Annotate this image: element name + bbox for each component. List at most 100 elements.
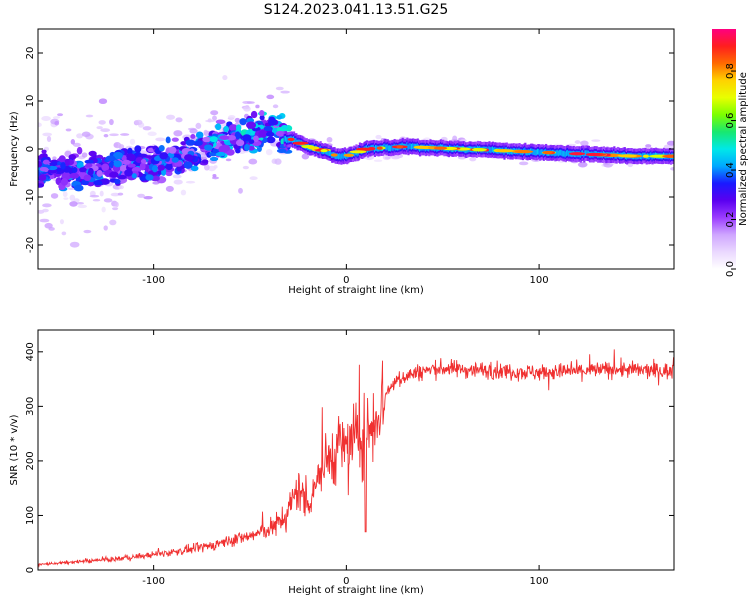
spectrogram-noise-blob	[391, 155, 401, 160]
x-tick-label: 0	[343, 576, 349, 587]
spectrogram-band-segment	[327, 149, 330, 156]
spectrogram-noise-blob	[70, 138, 76, 145]
spectrogram-band-segment	[491, 146, 495, 153]
spectrogram-band-blob	[38, 174, 47, 181]
spectrogram-noise-blob	[275, 86, 284, 91]
spectrogram-band-segment	[387, 145, 390, 152]
spectrogram-band-segment	[488, 146, 491, 152]
spectrogram-noise-blob	[52, 116, 61, 119]
spectrogram-band-blob	[64, 158, 70, 167]
spectrogram-band-segment	[535, 149, 538, 156]
spectrogram-noise-blob	[38, 122, 42, 128]
spectrogram-band-segment	[586, 150, 589, 157]
spectrogram-peak	[292, 141, 309, 145]
x-tick-label: -100	[142, 275, 165, 286]
spectrogram-band-blob	[158, 144, 165, 152]
spectrogram-noise-blob	[518, 161, 529, 166]
spectrogram-band-blob	[209, 136, 218, 143]
spectrogram-band-blob	[248, 139, 255, 144]
spectrogram-noise-blob	[118, 185, 124, 190]
colorbar-tick-label: 0.8	[725, 63, 736, 79]
spectrogram-noise-blob	[110, 192, 120, 197]
spectrogram-band-segment	[540, 149, 543, 156]
spectrogram-band-blob	[195, 131, 204, 139]
spectrogram-band-segment	[558, 149, 562, 156]
spectrogram-band-blob	[219, 135, 230, 140]
spectrogram-band-segment	[489, 147, 492, 154]
spectrogram-band-segment	[560, 149, 563, 156]
spectrogram-noise-blob	[54, 120, 60, 126]
spectrogram-noise-blob	[75, 202, 85, 205]
spectrogram-band-blob	[85, 163, 93, 168]
spectrogram-band-segment	[409, 143, 412, 150]
spectrogram-noise-blob	[326, 136, 333, 143]
spectrogram-peak	[617, 154, 638, 158]
spectrogram-band-segment	[338, 153, 341, 160]
spectrogram-band-segment	[391, 144, 394, 151]
y-tick-label: 0	[25, 567, 36, 573]
spectrogram-noise-blob	[44, 222, 53, 229]
spectrogram-peak	[648, 154, 669, 158]
spectrogram-band-segment	[564, 151, 567, 158]
colorbar-tick-label: 0.0	[725, 261, 736, 277]
spectrogram-noise-blob	[280, 90, 291, 94]
spectrogram-band-blob	[259, 110, 265, 117]
spectrogram-noise-blob	[69, 241, 80, 248]
spectrogram-peak	[343, 153, 355, 157]
spectrogram-band-blob	[51, 161, 58, 167]
spectrogram-noise-blob	[42, 203, 52, 208]
spectrogram-band-blob	[276, 148, 287, 153]
spectrogram-noise-blob	[225, 158, 232, 162]
snr-y-label: SNR (10 * v/v)	[9, 414, 20, 485]
spectrogram-band-blob	[83, 174, 92, 182]
spectrogram-noise-blob	[72, 142, 81, 147]
spectrogram-band-blob	[131, 173, 137, 179]
spectrogram-noise-blob	[165, 114, 176, 120]
snr-series-line	[38, 349, 674, 568]
spectrogram-peak	[585, 152, 601, 157]
spectrogram-noise-blob	[591, 139, 601, 142]
spectrogram-peak	[287, 137, 295, 141]
spectrogram-band-blob	[145, 174, 154, 181]
spectrogram-noise-blob	[173, 130, 183, 137]
spectrogram-noise-blob	[92, 199, 101, 202]
spectrogram-band-blob	[42, 153, 48, 159]
spectrogram-band-blob	[263, 126, 273, 132]
spectrogram-noise-blob	[112, 207, 119, 211]
spectrogram-noise-blob	[255, 104, 260, 109]
spectrogram-band-blob	[157, 164, 165, 171]
spectrogram-band-segment	[356, 150, 359, 157]
spectrogram-noise-blob	[117, 192, 124, 196]
spectrogram-band-blob	[122, 159, 131, 165]
spectrogram-noise-blob	[57, 113, 64, 117]
spectrogram-band-blob	[38, 183, 45, 188]
spectrogram-noise-blob	[89, 194, 100, 198]
spectrogram-band-segment	[584, 150, 587, 157]
spectrogram-noise-blob	[42, 132, 53, 137]
spectrogram-noise-blob	[189, 128, 198, 134]
y-tick-label: 0	[25, 146, 36, 152]
spectrogram-noise-blob	[101, 206, 106, 213]
spectrogram-band-blob	[168, 146, 177, 154]
spectrogram-band-segment	[563, 150, 566, 157]
spectrogram-noise-blob	[69, 201, 78, 207]
spectrogram-band-blob	[121, 155, 127, 161]
spectrogram-noise-blob	[59, 219, 64, 225]
spectrogram-band-segment	[339, 153, 342, 160]
spectrogram-band-segment	[557, 150, 560, 157]
spectrogram-band-blob	[194, 140, 203, 146]
spectrogram-band-segment	[561, 150, 564, 156]
spectrogram-band-segment	[283, 135, 286, 142]
spectrogram-band-segment	[539, 150, 542, 156]
spectrogram-band-segment	[340, 154, 343, 160]
spectrogram-peak	[330, 153, 338, 157]
spectrogram-band-segment	[555, 150, 558, 157]
spectrogram-noise-blob	[645, 144, 652, 148]
spectrogram-noise-blob	[238, 187, 243, 194]
spectrogram-noise-blob	[109, 118, 114, 126]
spectrogram-band-segment	[583, 151, 586, 158]
spectrogram-band-blob	[154, 155, 162, 162]
spectrogram-band-blob	[171, 157, 179, 163]
x-tick-label: 0	[343, 275, 349, 286]
spectrogram-noise-blob	[666, 140, 674, 146]
